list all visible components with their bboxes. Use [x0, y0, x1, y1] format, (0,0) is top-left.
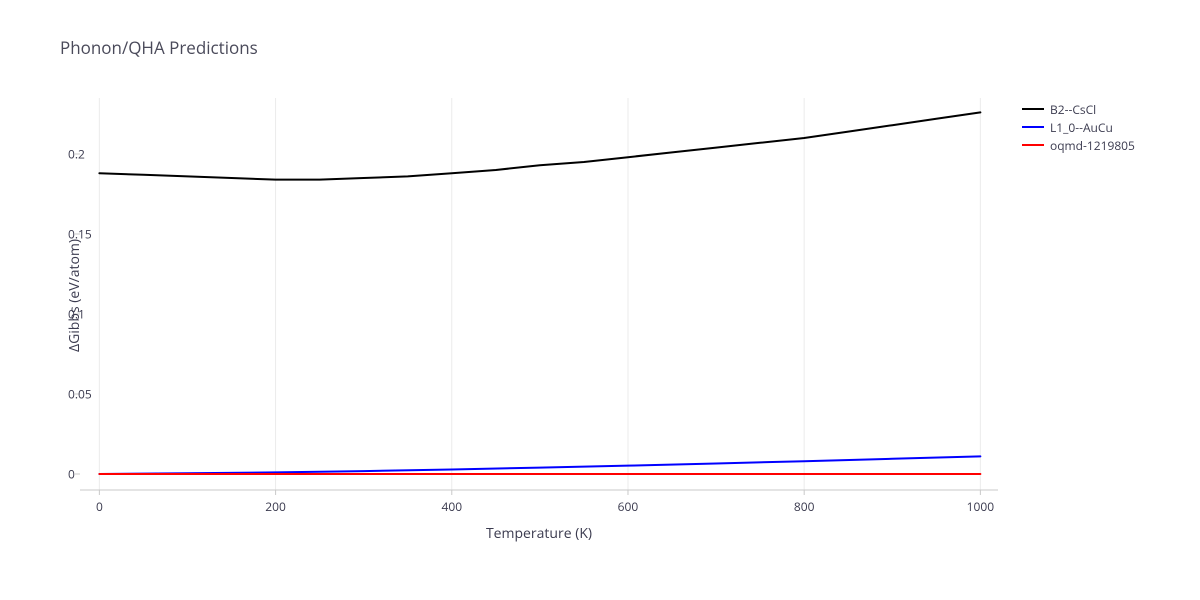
- series-line[interactable]: [99, 112, 980, 179]
- legend-label: L1_0--AuCu: [1050, 119, 1113, 136]
- legend-swatch: [1022, 126, 1044, 128]
- y-tick-label: 0.15: [68, 226, 70, 243]
- legend-item[interactable]: L1_0--AuCu: [1022, 118, 1135, 136]
- x-tick-label: 0: [96, 498, 103, 515]
- legend-label: oqmd-1219805: [1050, 137, 1135, 154]
- x-tick-label: 200: [265, 498, 286, 515]
- legend-item[interactable]: B2--CsCl: [1022, 100, 1135, 118]
- x-tick-label: 600: [618, 498, 639, 515]
- y-axis-title: ΔGibbs (eV/atom): [65, 239, 84, 352]
- plot-area: [80, 98, 998, 490]
- y-tick-label: 0: [68, 466, 70, 483]
- legend-swatch: [1022, 144, 1044, 146]
- x-tick-label: 400: [441, 498, 462, 515]
- x-tick-label: 800: [794, 498, 815, 515]
- legend-swatch: [1022, 108, 1044, 110]
- x-tick-label: 1000: [967, 498, 994, 515]
- chart-title: Phonon/QHA Predictions: [60, 36, 258, 59]
- legend: B2--CsClL1_0--AuCuoqmd-1219805: [1022, 100, 1135, 154]
- plot-svg: [80, 98, 998, 490]
- series-line[interactable]: [99, 456, 980, 474]
- y-tick-label: 0.2: [68, 146, 70, 163]
- y-tick-label: 0.1: [68, 306, 70, 323]
- y-tick-label: 0.05: [68, 386, 70, 403]
- chart-container: Phonon/QHA Predictions ΔGibbs (eV/atom) …: [0, 0, 1200, 600]
- x-axis-title: Temperature (K): [486, 524, 592, 543]
- legend-item[interactable]: oqmd-1219805: [1022, 136, 1135, 154]
- legend-label: B2--CsCl: [1050, 101, 1096, 118]
